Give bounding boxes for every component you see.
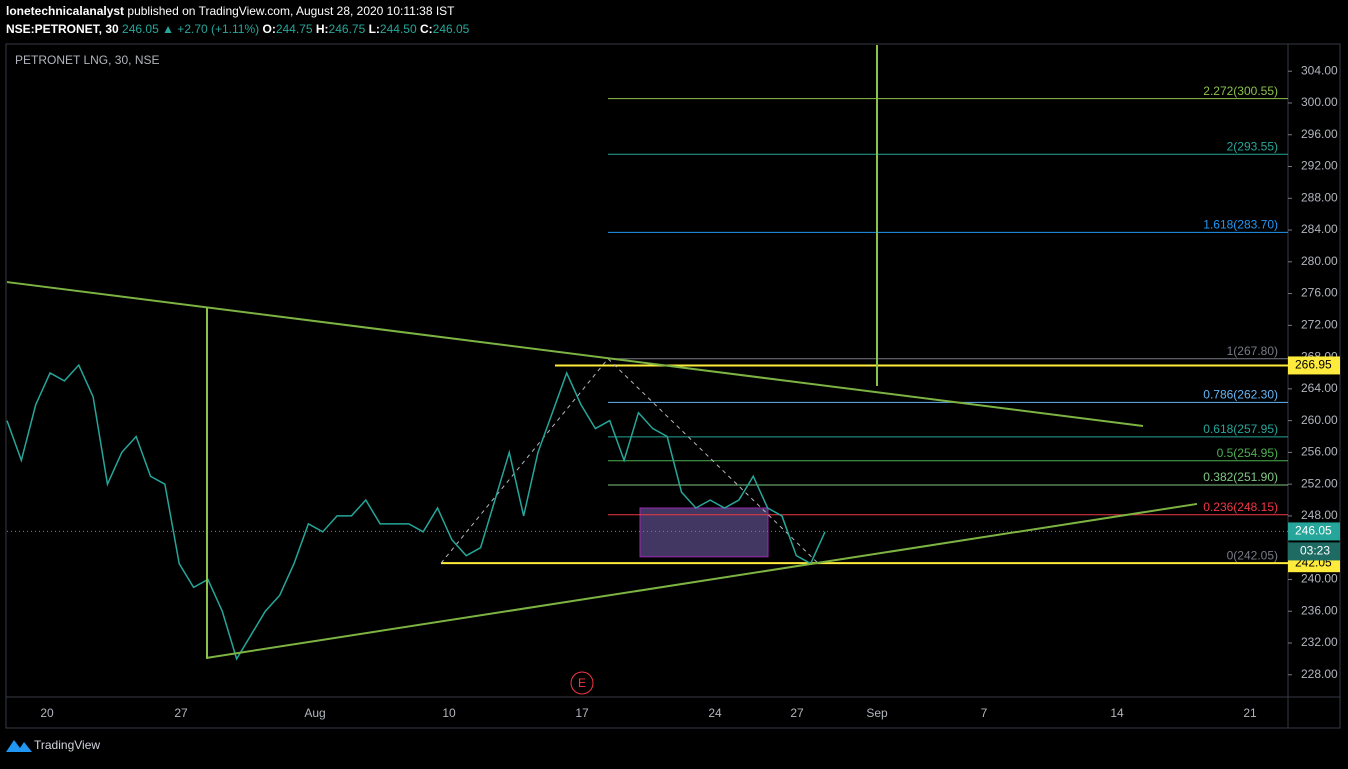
- event-label: E: [578, 676, 586, 690]
- fib-label: 0.5(254.95): [1217, 446, 1278, 460]
- x-tick-label: Sep: [866, 706, 888, 720]
- x-tick-label: 27: [174, 706, 188, 720]
- fib-label: 0.382(251.90): [1203, 470, 1278, 484]
- x-tick-label: 21: [1243, 706, 1257, 720]
- o-value: 244.75: [276, 22, 313, 36]
- y-tick-label: 252.00: [1301, 476, 1338, 490]
- x-tick-label: 7: [981, 706, 988, 720]
- header-line2: NSE:PETRONET, 30 246.05 ▲ +2.70 (+1.11%)…: [6, 22, 470, 36]
- last: 246.05: [122, 22, 159, 36]
- y-tick-label: 288.00: [1301, 190, 1338, 204]
- chart-legend: PETRONET LNG, 30, NSE: [15, 53, 160, 67]
- footer-brand: TradingView: [34, 738, 100, 752]
- y-tick-label: 276.00: [1301, 286, 1338, 300]
- frame: [5, 43, 1341, 729]
- change: ▲ +2.70 (+1.11%): [162, 22, 259, 36]
- h-value: 246.75: [329, 22, 366, 36]
- l-value: 244.50: [380, 22, 417, 36]
- y-tick-label: 272.00: [1301, 318, 1338, 332]
- y-tick-label: 300.00: [1301, 95, 1338, 109]
- price-label-box: [1288, 356, 1340, 375]
- y-tick-label: 264.00: [1301, 381, 1338, 395]
- fib-label: 1(267.80): [1227, 344, 1278, 358]
- x-tick-label: 20: [40, 706, 54, 720]
- y-tick-label: 232.00: [1301, 635, 1338, 649]
- y-tick-label: 236.00: [1301, 603, 1338, 617]
- y-tick-label: 260.00: [1301, 413, 1338, 427]
- fib-label: 2(293.55): [1227, 139, 1278, 153]
- fib-label: 1.618(283.70): [1203, 218, 1278, 232]
- l-key: L:: [369, 22, 380, 36]
- x-tick-label: 17: [575, 706, 589, 720]
- price-line: [6, 363, 826, 661]
- publisher: lonetechnicalanalyst: [6, 4, 124, 18]
- symbol: NSE:PETRONET, 30: [6, 22, 119, 36]
- y-tick-label: 296.00: [1301, 127, 1338, 141]
- fib-label: 0.618(257.95): [1203, 422, 1278, 436]
- trendline: [6, 281, 1144, 427]
- fib-label: 0(242.05): [1227, 548, 1278, 562]
- fib-label: 0.786(262.30): [1203, 388, 1278, 402]
- fib-label: 0.236(248.15): [1203, 500, 1278, 514]
- h-key: H:: [316, 22, 329, 36]
- y-tick-label: 240.00: [1301, 572, 1338, 586]
- y-tick-label: 280.00: [1301, 254, 1338, 268]
- c-key: C:: [420, 22, 433, 36]
- y-tick-label: 292.00: [1301, 159, 1338, 173]
- price-label: 246.05: [1295, 524, 1332, 538]
- published: published on TradingView.com, August 28,…: [127, 4, 455, 18]
- event-marker: [570, 671, 594, 695]
- y-tick-label: 304.00: [1301, 63, 1338, 77]
- x-tick-label: 10: [442, 706, 456, 720]
- c-value: 246.05: [433, 22, 470, 36]
- trendline: [206, 502, 1198, 659]
- x-tick-label: Aug: [304, 706, 325, 720]
- logo: [6, 740, 32, 752]
- y-tick-label: 248.00: [1301, 508, 1338, 522]
- o-key: O:: [262, 22, 275, 36]
- zone: [639, 507, 769, 558]
- x-tick-label: 27: [790, 706, 804, 720]
- countdown: 03:23: [1300, 544, 1330, 558]
- fib-label: 2.272(300.55): [1203, 84, 1278, 98]
- y-tick-label: 284.00: [1301, 222, 1338, 236]
- y-tick-label: 256.00: [1301, 445, 1338, 459]
- countdown-box: [1288, 542, 1340, 561]
- header-line1: lonetechnicalanalyst published on Tradin…: [6, 4, 455, 18]
- x-tick-label: 24: [708, 706, 722, 720]
- y-tick-label: 228.00: [1301, 667, 1338, 681]
- x-tick-label: 14: [1110, 706, 1124, 720]
- price-label-box: [1288, 522, 1340, 541]
- price-label: 266.95: [1295, 358, 1332, 372]
